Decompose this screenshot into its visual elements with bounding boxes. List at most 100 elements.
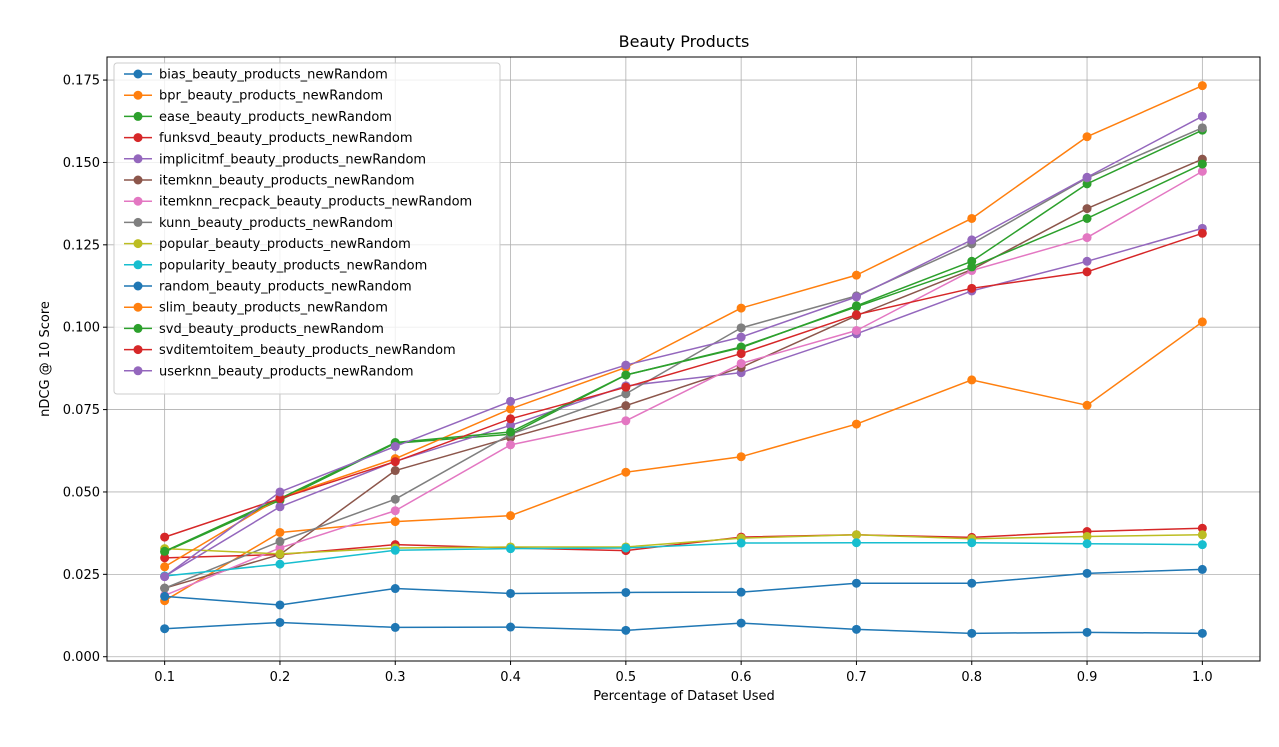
data-point — [1197, 523, 1207, 533]
data-point — [736, 538, 746, 548]
data-point — [851, 325, 861, 335]
data-point — [390, 494, 400, 504]
legend-label: funksvd_beauty_products_newRandom — [159, 131, 413, 146]
data-point — [1082, 172, 1092, 182]
legend-item: itemknn_beauty_products_newRandom — [124, 174, 415, 189]
legend-item: svditemtoitem_beauty_products_newRandom — [124, 343, 456, 358]
data-point — [390, 457, 400, 467]
data-point — [621, 370, 631, 380]
legend-item: implicitmf_beauty_products_newRandom — [124, 152, 426, 167]
x-tick-label: 0.1 — [154, 670, 175, 685]
data-point — [506, 511, 516, 521]
series-line — [164, 621, 1203, 635]
data-point — [1082, 256, 1092, 266]
legend-label: itemknn_beauty_products_newRandom — [159, 174, 415, 189]
data-point — [967, 283, 977, 293]
legend-box — [113, 62, 501, 395]
series-random_beauty_products_newRandom — [160, 564, 1207, 610]
data-point — [1082, 213, 1092, 223]
data-point — [390, 545, 400, 555]
data-point — [1197, 228, 1207, 238]
data-point — [967, 213, 977, 223]
legend-swatch-marker — [133, 281, 143, 291]
y-tick-label: 0.025 — [63, 568, 100, 583]
data-point — [275, 527, 285, 537]
data-point — [506, 414, 516, 424]
data-point — [1197, 317, 1207, 327]
x-tick-label: 0.7 — [846, 670, 867, 685]
y-tick-label: 0.125 — [63, 238, 100, 253]
data-point — [390, 517, 400, 527]
data-point — [736, 618, 746, 628]
data-point — [160, 624, 170, 634]
legend-swatch-marker — [133, 366, 143, 376]
data-point — [275, 549, 285, 559]
data-point — [160, 546, 170, 556]
data-point — [967, 538, 977, 548]
legend-label: userknn_beauty_products_newRandom — [159, 364, 414, 379]
data-point — [1082, 568, 1092, 578]
data-point — [736, 342, 746, 352]
legend-swatch-marker — [133, 302, 143, 312]
legend-swatch-marker — [133, 175, 143, 185]
y-ticks: 0.000 0.025 0.050 0.075 0.100 0.125 0.150 0.175 — [63, 74, 107, 665]
data-point — [736, 332, 746, 342]
series-line — [164, 84, 1203, 568]
data-point — [1197, 166, 1207, 176]
legend-swatch-marker — [133, 133, 143, 143]
data-point — [1197, 111, 1207, 121]
legend-swatch-marker — [133, 323, 143, 333]
series-line — [164, 568, 1203, 606]
legend-label: popular_beauty_products_newRandom — [159, 237, 411, 252]
legend-item: popularity_beauty_products_newRandom — [124, 258, 427, 273]
data-point — [275, 559, 285, 569]
data-point — [275, 494, 285, 504]
legend-swatch-marker — [133, 196, 143, 206]
data-point — [851, 578, 861, 588]
series-layer — [160, 81, 1207, 638]
x-tick-label: 1.0 — [1192, 670, 1213, 685]
series-line — [164, 158, 1203, 589]
data-point — [736, 452, 746, 462]
data-point — [275, 536, 285, 546]
series-line — [164, 163, 1203, 552]
data-point — [506, 420, 516, 430]
data-point — [506, 427, 516, 437]
data-point — [621, 401, 631, 411]
data-point — [1082, 267, 1092, 277]
data-point — [390, 506, 400, 516]
legend-label: itemknn_recpack_beauty_products_newRando… — [159, 195, 472, 210]
data-point — [1082, 400, 1092, 410]
data-point — [1082, 531, 1092, 541]
legend-swatch-marker — [133, 111, 143, 121]
series-line — [164, 527, 1203, 559]
data-point — [736, 587, 746, 597]
data-point — [1197, 123, 1207, 133]
legend-item: funksvd_beauty_products_newRandom — [124, 131, 413, 146]
x-tick-label: 0.4 — [500, 670, 521, 685]
x-tick-label: 0.9 — [1077, 670, 1098, 685]
data-point — [621, 389, 631, 399]
series-line — [164, 232, 1203, 538]
legend-label: random_beauty_products_newRandom — [159, 280, 412, 295]
series-bias_beauty_products_newRandom — [160, 617, 1207, 638]
chart-title: Beauty Products — [619, 32, 750, 51]
data-point — [506, 404, 516, 414]
data-point — [851, 419, 861, 429]
series-line — [164, 115, 1203, 578]
data-point — [967, 235, 977, 245]
data-point — [851, 292, 861, 302]
x-ticks: 0.1 0.2 0.3 0.4 0.5 0.6 0.7 0.8 0.9 1.0 — [154, 661, 1213, 685]
data-point — [736, 323, 746, 333]
data-point — [851, 302, 861, 312]
x-tick-label: 0.5 — [616, 670, 637, 685]
data-point — [621, 360, 631, 370]
legend-label: bias_beauty_products_newRandom — [159, 68, 388, 83]
data-point — [160, 591, 170, 601]
legend-label: slim_beauty_products_newRandom — [159, 301, 388, 316]
legend-label: bpr_beauty_products_newRandom — [159, 89, 383, 104]
y-tick-label: 0.050 — [63, 485, 100, 500]
legend-label: ease_beauty_products_newRandom — [159, 110, 392, 125]
legend-swatch-marker — [133, 217, 143, 227]
legend-label: svditemtoitem_beauty_products_newRandom — [159, 343, 456, 358]
